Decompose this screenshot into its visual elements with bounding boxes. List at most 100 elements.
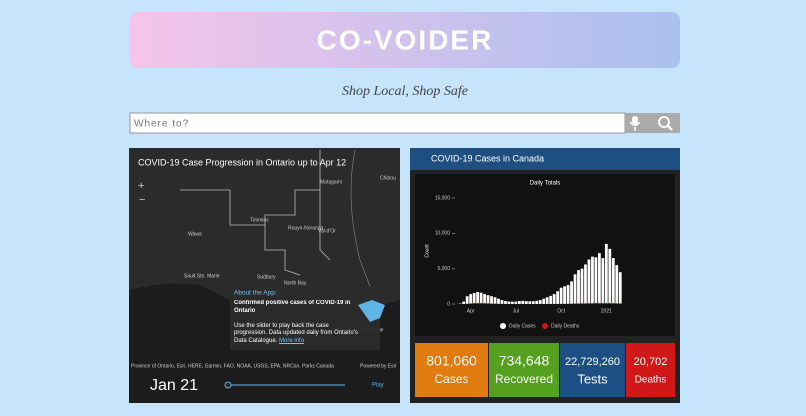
chart-area — [415, 174, 675, 336]
death-bar — [604, 302, 608, 304]
case-bar — [611, 258, 615, 304]
case-bar — [486, 295, 490, 304]
tagline: Shop Local, Shop Safe — [342, 84, 468, 99]
popup-text: Confirmed positive cases of COVID-19 in … — [234, 300, 358, 344]
case-bar — [517, 301, 521, 304]
chart: Daily Totals Count 0 5,000 10,000 15,000 Apr Ju… — [424, 181, 622, 329]
case-bar — [552, 294, 556, 304]
case-bar — [500, 300, 504, 304]
case-bar — [535, 300, 539, 304]
case-bar — [604, 243, 608, 304]
death-bar — [472, 303, 476, 304]
case-bar — [549, 295, 553, 304]
place-label: Rouyn-Noranda — [288, 225, 324, 231]
popup-subtitle: Confirmed positive cases of COVID-19 in … — [234, 300, 351, 314]
y-tick-label: 5,000 — [437, 266, 450, 272]
place-label: Val-d'Or — [318, 228, 336, 234]
x-tick-label: Apr — [467, 308, 475, 314]
search-placeholder: Where to? — [134, 119, 189, 130]
zoom-out[interactable]: − — [139, 194, 145, 206]
case-bar — [594, 257, 598, 304]
death-bar — [580, 303, 584, 304]
boundaries — [180, 150, 331, 276]
legend-swatch — [500, 323, 506, 329]
death-bar — [608, 302, 612, 304]
zoom-in[interactable]: + — [138, 180, 144, 192]
legend-label: Daily Cases — [509, 323, 536, 329]
y-axis-label: Count — [424, 244, 430, 258]
case-bar — [573, 274, 577, 304]
case-bar — [570, 281, 573, 304]
case-bar — [531, 301, 535, 304]
death-bar — [573, 303, 577, 304]
case-bar — [538, 300, 542, 304]
case-bar — [493, 297, 497, 304]
case-bar — [524, 301, 528, 304]
death-bar — [591, 303, 594, 304]
place-label: Chibou — [380, 175, 396, 181]
case-bar — [545, 297, 549, 304]
x-tick-label: Jul — [513, 308, 519, 314]
dashboard-header — [410, 148, 680, 170]
place-label: Sault Ste. Marie — [184, 273, 220, 279]
case-bar — [479, 292, 483, 304]
header-banner — [130, 12, 680, 68]
coast — [350, 149, 376, 301]
death-bar — [615, 303, 619, 304]
search-button[interactable] — [658, 116, 673, 131]
case-bar — [465, 296, 469, 304]
y-tick-label: 15,000 — [435, 195, 451, 201]
case-bar — [462, 301, 466, 304]
death-bar — [486, 303, 490, 304]
stat-label: Recovered — [495, 372, 553, 386]
dashboard-title: COVID-19 Cases in Canada — [431, 153, 544, 163]
search-input[interactable] — [129, 112, 626, 134]
slider-date: Jan 21 — [150, 377, 198, 394]
stat-label: Deaths — [635, 375, 667, 386]
case-bar — [587, 259, 591, 304]
popup-heading: About the App: — [234, 290, 277, 297]
stat-value: 22,729,260 — [565, 356, 620, 368]
stat-tile — [415, 343, 488, 397]
popup-body: Use the slider to play back the case pro… — [234, 322, 358, 344]
case-bar — [566, 284, 570, 304]
death-bar — [601, 303, 605, 304]
stat-value: 801,060 — [426, 353, 477, 369]
case-bar — [507, 301, 511, 304]
chart-title: Daily Totals — [530, 181, 561, 187]
case-bar — [556, 291, 560, 304]
place-label: Timmins — [250, 217, 269, 223]
y-tick-label: 0 — [447, 301, 450, 307]
attribution: Province of Ontario, Esri, HERE, Garmin,… — [131, 363, 334, 369]
stat-value: 734,648 — [499, 353, 550, 369]
case-bar — [521, 300, 525, 304]
stat-tile — [560, 343, 625, 397]
case-bar — [559, 287, 563, 304]
case-bar — [577, 270, 580, 304]
case-bar — [483, 294, 486, 304]
death-bar — [490, 303, 493, 304]
popup — [230, 286, 380, 350]
case-bar — [476, 291, 480, 304]
case-bar — [563, 286, 566, 304]
stat-label: Cases — [434, 372, 468, 386]
death-bar — [594, 303, 598, 304]
death-bar — [479, 302, 483, 304]
legend-swatch — [542, 323, 548, 329]
x-tick-label: 2021 — [601, 308, 612, 314]
stat-value: 20,702 — [634, 356, 668, 368]
place-label: Matagami — [320, 179, 342, 185]
slider-handle[interactable] — [224, 381, 232, 389]
case-bar — [615, 265, 619, 304]
popup-link[interactable]: More info — [279, 337, 305, 344]
stats: 801,060 Cases 734,648 Recovered 22,729,260 Te… — [415, 343, 675, 397]
play-button[interactable]: Play — [372, 383, 384, 389]
death-bar — [483, 303, 486, 304]
death-bar — [577, 303, 580, 304]
case-bar — [618, 272, 622, 304]
case-bar — [591, 256, 594, 304]
mic-button[interactable] — [629, 116, 641, 131]
site-title: CO-VOIDER — [317, 24, 494, 55]
